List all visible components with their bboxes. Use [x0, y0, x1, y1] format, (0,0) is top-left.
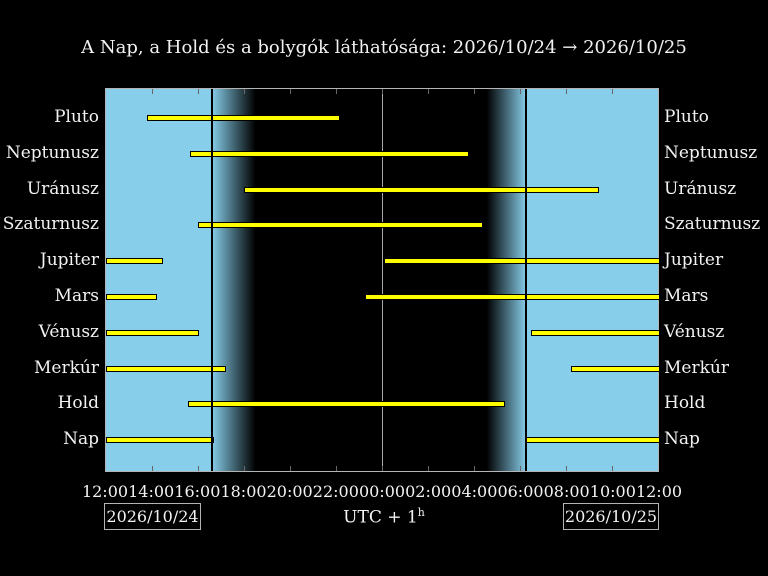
timezone-label: UTC + 1h: [0, 506, 768, 528]
axis-tick-label: 20:00: [266, 482, 313, 501]
axis-tick-top: [520, 89, 521, 94]
axis-tick-bottom: [566, 466, 567, 471]
axis-tick-top: [474, 89, 475, 94]
row-label-left-merkúr: Merkúr: [34, 357, 99, 378]
axis-tick-bottom: [198, 466, 199, 471]
row-label-left-vénusz: Vénusz: [38, 321, 99, 342]
axis-tick-top: [566, 89, 567, 94]
axis-tick-bottom: [382, 466, 383, 471]
axis-tick-bottom: [428, 466, 429, 471]
row-labels-left: Pluto Neptunusz Uránusz Szaturnusz Jupiter Ma…: [0, 88, 99, 472]
row-label-left-szaturnusz: Szaturnusz: [2, 214, 99, 235]
date-box-left: 2026/10/24: [104, 503, 201, 530]
row-label-left-mars: Mars: [54, 286, 99, 306]
row-label-right-jupiter: Jupiter: [664, 250, 724, 271]
plot-area: [105, 88, 660, 472]
row-label-right-hold: Hold: [664, 393, 706, 414]
axis-tick-bottom: [474, 466, 475, 471]
visibility-bar-szaturnusz: [197, 222, 483, 229]
axis-tick-top: [244, 89, 245, 94]
midnight-line: [381, 89, 383, 471]
axis-tick-label: 00:00: [358, 482, 406, 501]
axis-tick-top: [612, 89, 613, 94]
row-label-right-merkúr: Merkúr: [664, 357, 729, 378]
visibility-bar-uránusz: [243, 186, 600, 193]
visibility-bar-nap: [526, 437, 660, 444]
date-box-right: 2026/10/25: [563, 503, 659, 530]
page-title: A Nap, a Hold és a bolygók láthatósága: …: [81, 37, 687, 58]
row-label-right-vénusz: Vénusz: [664, 321, 725, 342]
visibility-bar-vénusz: [530, 329, 660, 336]
axis-tick-bottom: [152, 466, 153, 471]
row-label-left-jupiter: Jupiter: [39, 250, 99, 271]
axis-tick-label: 10:00: [589, 482, 636, 501]
visibility-bar-nap: [106, 437, 214, 444]
row-label-left-neptunusz: Neptunusz: [5, 142, 99, 163]
axis-tick-bottom: [290, 466, 291, 471]
axis-tick-top: [290, 89, 291, 94]
row-label-left-nap: Nap: [63, 429, 99, 450]
timezone-unit: h: [417, 506, 425, 519]
axis-tick-top: [428, 89, 429, 94]
axis-tick-bottom: [336, 466, 337, 471]
timezone-text: UTC + 1: [343, 507, 418, 528]
visibility-bar-pluto: [146, 115, 341, 121]
row-label-right-uránusz: Uránusz: [664, 178, 737, 199]
row-label-right-szaturnusz: Szaturnusz: [664, 214, 761, 235]
axis-tick-label: 22:00: [312, 482, 359, 501]
row-label-right-neptunusz: Neptunusz: [664, 142, 758, 163]
visibility-bar-jupiter: [106, 258, 163, 265]
axis-tick-bottom: [520, 466, 521, 471]
axis-tick-bottom: [244, 466, 245, 471]
sunrise-line: [525, 89, 528, 471]
axis-tick-top: [152, 89, 153, 94]
sunset-line: [210, 89, 213, 471]
visibility-bar-vénusz: [106, 329, 199, 336]
visibility-bar-neptunusz: [189, 150, 469, 157]
row-label-left-pluto: Pluto: [54, 107, 99, 127]
axis-tick-label: 02:00: [405, 482, 452, 501]
axis-tick-label: 12:00: [635, 482, 683, 501]
axis-tick-label: 16:00: [174, 482, 221, 501]
axis-tick-label: 04:00: [451, 482, 498, 501]
axis-tick-top: [336, 89, 337, 94]
visibility-bar-mars: [364, 294, 660, 300]
visibility-bar-jupiter: [384, 258, 660, 265]
axis-tick-top: [382, 89, 383, 94]
row-label-right-nap: Nap: [664, 429, 700, 450]
axis-tick-top: [198, 89, 199, 94]
axis-tick-bottom: [612, 466, 613, 471]
row-labels-right: Pluto Neptunusz Uránusz Szaturnusz Jupiter Ma…: [664, 88, 768, 472]
row-label-right-mars: Mars: [664, 286, 709, 306]
axis-tick-label: 06:00: [497, 482, 544, 501]
row-label-left-uránusz: Uránusz: [26, 178, 99, 199]
axis-tick-label: 12:00: [81, 482, 129, 501]
row-label-left-hold: Hold: [57, 393, 99, 414]
visibility-bar-hold: [187, 401, 505, 408]
axis-tick-label: 08:00: [543, 482, 590, 501]
visibility-bar-mars: [106, 294, 157, 300]
visibility-bar-merkúr: [106, 365, 226, 372]
axis-tick-label: 18:00: [220, 482, 267, 501]
row-label-right-pluto: Pluto: [664, 107, 709, 127]
visibility-bar-merkúr: [571, 365, 660, 372]
axis-tick-label: 14:00: [128, 482, 175, 501]
